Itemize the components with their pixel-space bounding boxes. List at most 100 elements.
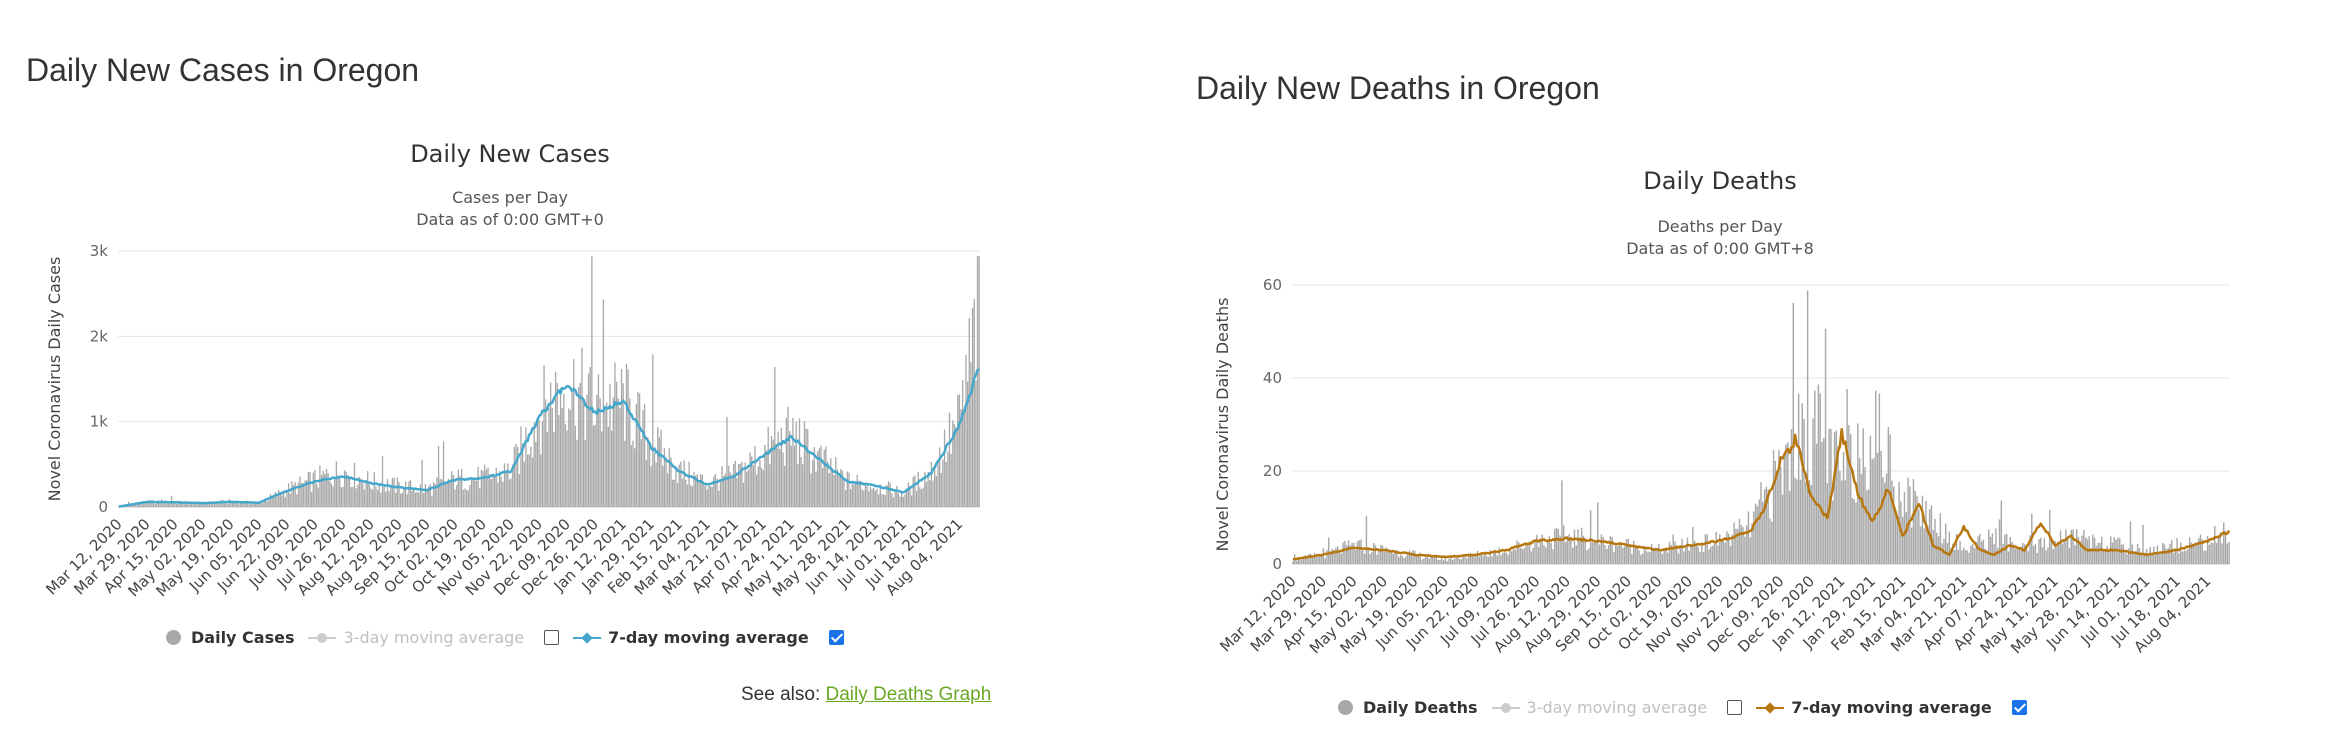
bar [873,488,874,507]
bar [356,488,357,507]
ma3-checkbox[interactable] [544,630,559,645]
bar [555,372,556,507]
bar [1619,545,1620,564]
bar [360,479,361,507]
bar [487,467,488,507]
bar [802,464,803,507]
bar [1520,548,1521,564]
legend-ma7[interactable]: 7-day moving average [573,628,809,647]
bar [950,454,951,507]
deaths-heading: Daily New Deaths in Oregon [1196,70,1600,107]
bar [1454,559,1455,564]
bar [2035,544,2036,564]
bar [505,471,506,507]
bar [893,497,894,507]
bar [720,482,721,507]
bar [1513,548,1514,564]
bar [2221,543,2222,564]
bar [369,482,370,507]
bar [786,418,787,507]
bar [703,484,704,507]
bar [502,482,503,507]
bar [2106,546,2107,564]
legend-daily-deaths[interactable]: Daily Deaths [1338,698,1478,717]
bar [1696,545,1697,564]
legend-ma3[interactable]: 3-day moving average [308,628,524,647]
bar [972,308,973,507]
bar [1384,552,1385,564]
bar [955,427,956,507]
legend-daily-cases[interactable]: Daily Cases [166,628,294,647]
bar [2045,550,2046,564]
bar [1875,391,1876,564]
bar [1753,512,1754,564]
bar [540,454,541,507]
bar [166,504,167,507]
bar [2074,545,2075,564]
bar [1784,453,1785,564]
bar [1423,558,1424,564]
bar [357,485,358,507]
bar [721,466,722,507]
bar [1658,544,1659,564]
bar [1794,478,1795,564]
bar [1748,511,1749,564]
bar [418,493,419,507]
bar [1886,474,1887,564]
bar [392,478,393,507]
bar [403,488,404,507]
bar [822,468,823,507]
bar [496,468,497,507]
bar [339,479,340,507]
bar [838,474,839,507]
bar [135,505,136,507]
bar [692,486,693,507]
bar [2036,553,2037,564]
ma3-checkbox[interactable] [1727,700,1742,715]
bar [637,392,638,507]
bar [830,458,831,507]
daily-deaths-graph-link[interactable]: Daily Deaths Graph [826,684,992,705]
bar [342,487,343,507]
bar [1893,486,1894,564]
bar [1888,427,1889,564]
y-tick-label: 0 [1272,555,1282,573]
bar [224,504,225,507]
legend-ma7[interactable]: 7-day moving average [1756,698,1992,717]
bar [576,440,577,507]
ma7-checkbox[interactable] [2012,700,2027,715]
bar [352,487,353,507]
bar [1527,546,1528,564]
bar [267,502,268,507]
bar [1382,546,1383,564]
bar [364,490,365,507]
bar [243,503,244,507]
bar [1977,536,1978,564]
bar [270,494,271,507]
bar [393,478,394,507]
legend-ma3[interactable]: 3-day moving average [1492,698,1708,717]
bar [857,475,858,507]
bar [494,476,495,507]
bar [2225,531,2226,564]
bar [763,470,764,507]
bar [1832,501,1833,564]
bar [1972,544,1973,564]
bar [2115,540,2116,564]
bar [774,367,775,507]
ma7-checkbox[interactable] [829,630,844,645]
bar [1357,541,1358,564]
bar [1622,548,1623,564]
bar [1547,541,1548,564]
bar [542,421,543,507]
bar [1805,482,1806,564]
chart-subtitle: Deaths per Day [1657,217,1782,236]
bar [738,464,739,507]
bar [1556,528,1557,564]
bar [885,495,886,507]
bar [614,362,615,507]
bar [451,471,452,507]
bar [281,495,282,507]
bar [843,479,844,507]
bar [2212,543,2213,564]
